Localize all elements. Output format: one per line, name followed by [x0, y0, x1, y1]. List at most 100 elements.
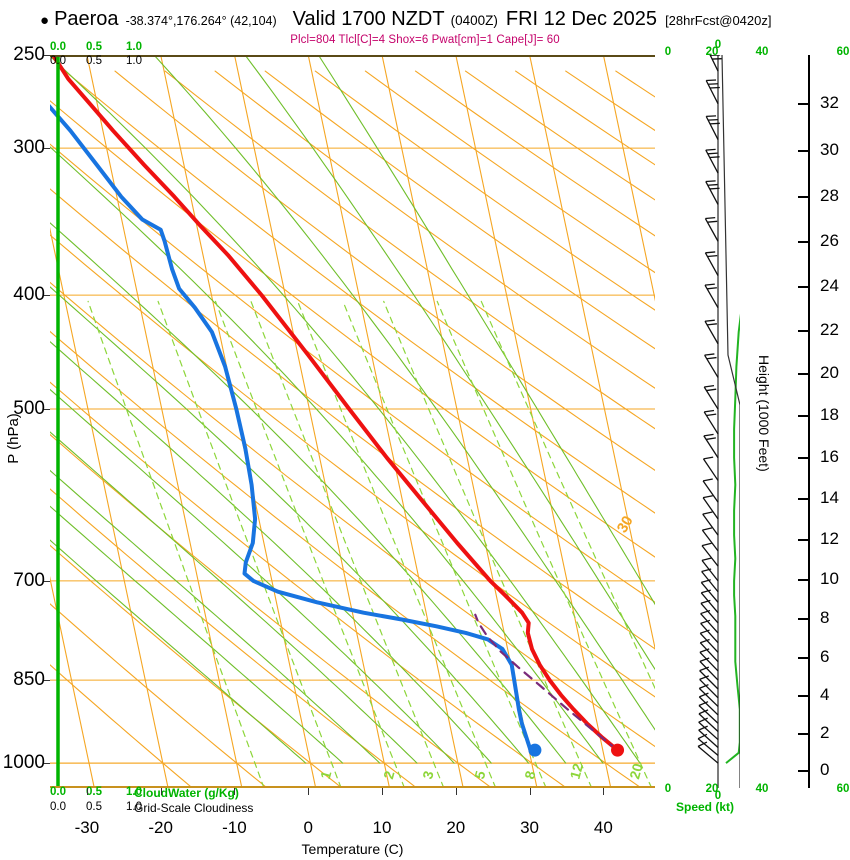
dry-adiabat-line [114, 70, 655, 472]
wind-barb [702, 456, 719, 481]
dry-adiabat-line [50, 188, 655, 650]
speed-tick-label: 60 [836, 783, 850, 795]
wind-barb [700, 589, 719, 614]
wind-barb [704, 353, 719, 378]
height-tick-label: 32 [820, 92, 839, 112]
pressure-tick-label: 250 [13, 44, 45, 65]
height-tick-label: 24 [820, 275, 839, 295]
stability-indices: Plcl=804 Tlcl[C]=4 Shox=6 Pwat[cm]=1 Cap… [290, 34, 560, 46]
dry-adiabat-line [264, 70, 655, 350]
header: ● Paeroa -38.374°,176.264° (42,104) Vali… [0, 8, 850, 34]
station-name: Paeroa [54, 8, 119, 30]
height-tick-label: 10 [820, 568, 839, 588]
temperature-axis-title: Temperature (C) [301, 841, 404, 857]
wind-barb [705, 148, 720, 174]
cloudiness-scale-label: 0.0 [50, 801, 66, 813]
height-tick-label: 20 [820, 362, 839, 382]
mixing-ratio-line [214, 300, 406, 788]
dry-adiabat-line [64, 70, 655, 514]
temperature-tick-label: -10 [222, 818, 247, 837]
cloudiness-legend: Grid-Scale Cloudiness [134, 801, 253, 815]
speed-tick-label: 20 [705, 46, 719, 58]
height-tick [798, 285, 808, 288]
height-tick-label: 6 [820, 646, 830, 666]
wind-barb [704, 283, 719, 309]
height-tick [798, 498, 808, 501]
wind-barb [704, 216, 719, 242]
cloudwater-scale-label: 0.0 [50, 41, 66, 53]
forecast-tag: [28hrFcst@0420z] [665, 13, 772, 28]
wind-barb [700, 599, 719, 624]
pressure-tick [44, 680, 50, 682]
moist-adiabat-line [50, 388, 455, 764]
mixing-ratio-line [87, 300, 265, 788]
cloudwater-legend: CloudWater (g/Kg) [134, 786, 239, 800]
wind-barb [698, 701, 719, 724]
height-tick [798, 329, 808, 332]
wind-barb [699, 629, 719, 653]
moist-adiabat-line [317, 55, 655, 606]
mixing-ratio-label: 1 [317, 769, 335, 781]
dry-adiabat-line [50, 433, 493, 788]
wind-barb [701, 527, 719, 552]
pressure-tick-label: 300 [13, 137, 45, 159]
wind-barb [698, 684, 719, 707]
moist-adiabat-line [50, 505, 344, 764]
moist-adiabat-line [50, 539, 307, 764]
wind-barb [697, 741, 719, 764]
moist-adiabat-line [50, 55, 641, 764]
moist-adiabat-line [50, 469, 381, 764]
temperature-tick-label: -20 [148, 818, 173, 837]
temperature-trace [51, 55, 620, 753]
isotherm-line [529, 55, 655, 651]
wind-speed-tick-label: 0 [714, 39, 722, 51]
height-tick-label: 26 [820, 231, 839, 251]
wind-barb [697, 733, 719, 756]
height-tick [798, 102, 808, 105]
valid-time: Valid 1700 NZDT [292, 8, 445, 30]
pressure-tick-label: 850 [13, 669, 45, 691]
isotherm-line [50, 575, 95, 788]
surface-dewpoint-marker [528, 743, 542, 757]
height-tick-label: 18 [820, 405, 839, 425]
pressure-axis-title: P (hPa) [4, 413, 22, 464]
wind-barb [698, 692, 719, 716]
height-tick-label: 14 [820, 488, 839, 508]
height-tick-label: 4 [820, 684, 830, 704]
cloudwater-scale-label: 0.0 [50, 786, 66, 798]
wind-barb [705, 79, 720, 104]
pressure-tick-label: 1000 [2, 752, 45, 774]
station-marker-icon: ● [40, 12, 50, 29]
wind-barb [698, 725, 719, 749]
temperature-tick [529, 788, 531, 795]
cloudiness-scale-label: 0.5 [86, 55, 102, 67]
height-tick [798, 456, 808, 459]
cloudwater-scale-label: 0.5 [86, 41, 102, 53]
speed-tick-label: 20 [705, 783, 719, 795]
height-tick-label: 2 [820, 722, 830, 742]
mixing-ratio-line [250, 300, 445, 788]
wind-barb [699, 657, 719, 681]
wind-barb [700, 619, 719, 644]
moist-adiabat-line [153, 55, 655, 731]
wind-barb [703, 409, 719, 435]
dry-adiabat-line [50, 381, 567, 788]
dry-adiabat-line [50, 544, 343, 788]
isotherm-line [455, 55, 612, 788]
wind-barb [699, 666, 719, 690]
height-axis: 0 2 4 6 8 10 12 14 16 18 20 22 24 26 28 30 32 [760, 55, 850, 788]
height-tick [798, 694, 808, 697]
dry-adiabat-line [50, 330, 642, 788]
height-tick-label: 22 [820, 319, 839, 339]
wind-speed-curve [725, 313, 740, 764]
height-tick-label: 12 [820, 528, 839, 548]
moist-adiabat-line [50, 222, 567, 764]
moist-adiabat-line [50, 431, 418, 764]
wind-barb [702, 495, 719, 520]
wind-barb [698, 717, 719, 741]
plot-frame [50, 55, 655, 788]
isotherm-line [307, 55, 464, 788]
wind-speed-tick-label: 0 [714, 790, 722, 802]
pressure-tick [44, 580, 50, 582]
